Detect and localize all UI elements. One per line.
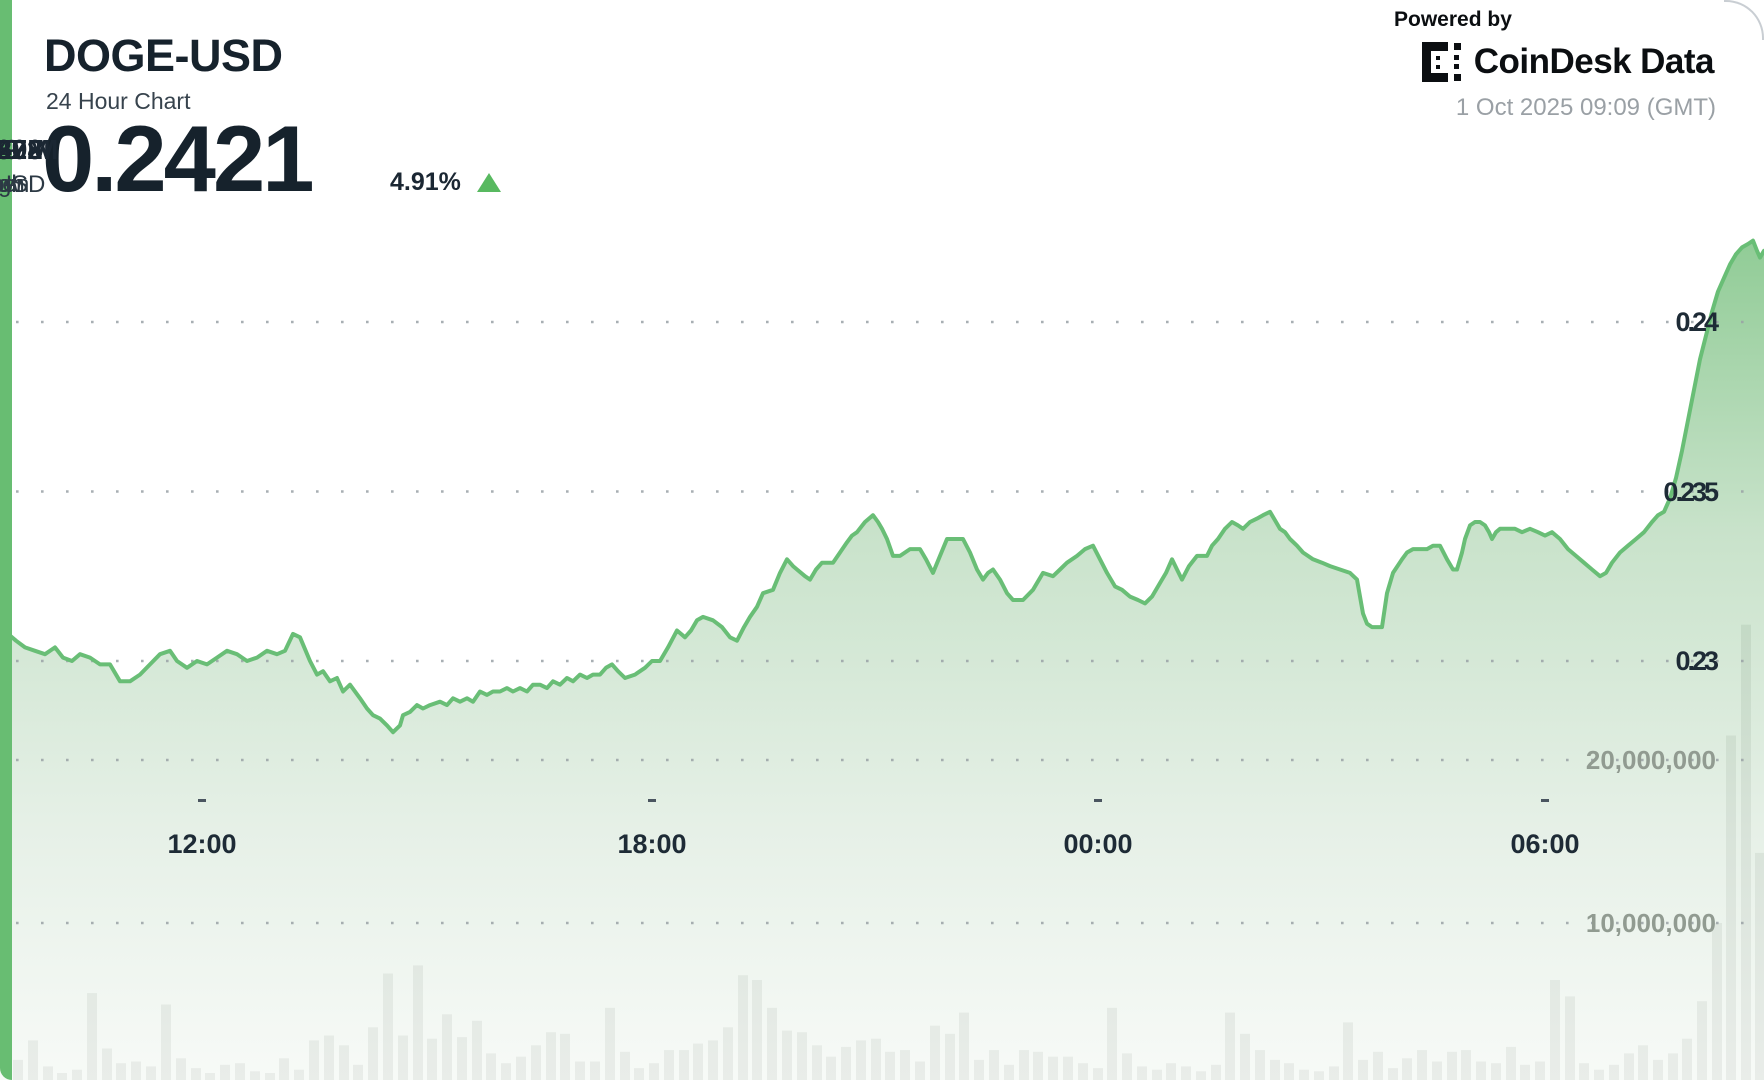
time-tick <box>198 799 206 802</box>
volume-axis-label: 10,000,000 <box>1585 908 1716 938</box>
price-change: 4.91% <box>390 168 501 197</box>
stat-high-value: 0.2422 <box>0 134 43 165</box>
timestamp: 1 Oct 2025 09:09 (GMT) <box>1455 94 1716 121</box>
up-arrow-icon <box>476 173 501 192</box>
stat-open-label: Open <box>0 171 30 198</box>
price-axis-label: 0.24 <box>1675 307 1719 337</box>
price-axis-label: 0.23 <box>1675 646 1719 676</box>
time-tick <box>1541 799 1549 802</box>
stat-volume-usd: 89.79 M Vol USD <box>0 136 51 197</box>
symbol-title: DOGE-USD <box>44 30 283 81</box>
stat-volume: 385.89 M Vol <box>0 136 58 197</box>
left-accent-bar <box>0 0 12 1080</box>
price-area <box>0 240 1764 1080</box>
stat-open: 0.2308 Open <box>0 136 43 197</box>
stat-open-value: 0.2308 <box>0 134 43 165</box>
stat-low: 0.2273 Low <box>0 136 43 197</box>
stat-volume-usd-value: 89.79 M <box>0 134 51 165</box>
powered-by-label: Powered by <box>1394 8 1512 31</box>
change-percent: 4.91% <box>390 168 461 196</box>
brand-name-data: Data <box>1640 42 1714 81</box>
coindesk-logo-icon <box>1421 42 1462 82</box>
time-tick <box>1094 799 1102 802</box>
chart-subtitle: 24 Hour Chart <box>46 88 191 114</box>
brand-name-coindesk: CoinDesk <box>1473 42 1632 81</box>
stat-volume-usd-label: Vol USD <box>0 171 46 198</box>
stat-low-value: 0.2273 <box>0 134 43 165</box>
stat-volume-value: 385.89 M <box>0 134 59 165</box>
stat-low-label: Low <box>0 171 23 198</box>
time-axis-label: 18:00 <box>617 829 687 859</box>
stat-high: 0.2422 High <box>0 136 43 197</box>
time-axis-label: 00:00 <box>1063 829 1133 859</box>
stat-volume-label: Vol <box>0 171 17 198</box>
volume-axis-label: 20,000,000 <box>1585 745 1716 775</box>
time-axis-label: 12:00 <box>167 829 237 859</box>
time-tick <box>648 799 656 802</box>
price-axis-label: 0.235 <box>1663 476 1719 507</box>
time-axis-label: 06:00 <box>1510 829 1580 859</box>
coindesk-data-logo: CoinDesk Data <box>1421 42 1714 82</box>
price-line <box>0 238 1764 735</box>
current-price: 0.2421 <box>42 106 315 211</box>
stat-high-label: High <box>0 171 25 198</box>
